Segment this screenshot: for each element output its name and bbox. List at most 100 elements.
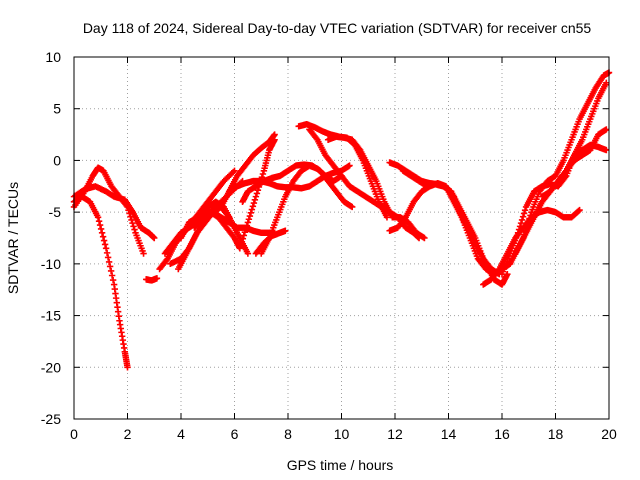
- data-point: [246, 212, 254, 220]
- data-point: [253, 190, 261, 197]
- data-point: [241, 228, 249, 236]
- data-point: [527, 212, 534, 219]
- series-track-22: [399, 167, 503, 278]
- data-point: [97, 225, 105, 233]
- data-point: [99, 233, 107, 240]
- x-tick-label: 4: [177, 426, 185, 442]
- data-point: [250, 199, 258, 207]
- data-point: [401, 215, 408, 222]
- data-point: [421, 234, 428, 242]
- data-point: [313, 135, 320, 142]
- chart-title: Day 118 of 2024, Sidereal Day-to-day VTE…: [83, 20, 592, 36]
- x-tick-label: 20: [601, 426, 617, 442]
- y-tick-label: -25: [41, 411, 61, 427]
- data-point: [249, 203, 257, 210]
- data-point: [519, 213, 527, 220]
- data-point: [94, 214, 102, 221]
- data-point: [107, 267, 115, 275]
- data-point: [124, 364, 131, 371]
- y-tick-label: 5: [53, 101, 61, 117]
- x-tick-label: 12: [387, 426, 403, 442]
- y-tick-label: -15: [41, 308, 61, 324]
- data-point: [247, 209, 255, 216]
- data-point: [244, 219, 252, 226]
- data-point: [243, 222, 251, 229]
- data-point: [514, 229, 522, 237]
- x-tick-label: 16: [494, 426, 510, 442]
- data-point: [244, 250, 252, 257]
- data-point: [495, 267, 502, 274]
- data-point: [105, 258, 113, 266]
- y-tick-label: 10: [45, 49, 61, 65]
- data-point: [525, 218, 532, 226]
- series-track-3: [70, 183, 158, 242]
- series-track-26: [512, 69, 613, 257]
- data-point: [163, 256, 170, 264]
- y-tick-label: -10: [41, 256, 61, 272]
- x-tick-label: 6: [231, 426, 239, 442]
- data-point: [129, 219, 136, 227]
- data-point: [603, 146, 610, 154]
- x-axis-label: GPS time / hours: [287, 457, 394, 473]
- data-point: [526, 215, 533, 222]
- series-track-2: [70, 164, 147, 257]
- data-point: [131, 226, 138, 233]
- y-tick-label: 0: [53, 152, 61, 168]
- x-tick-label: 0: [70, 426, 78, 442]
- data-point: [576, 206, 583, 214]
- x-tick-label: 14: [441, 426, 457, 442]
- data-point: [346, 162, 353, 169]
- data-point: [95, 217, 103, 225]
- data-point: [520, 234, 527, 242]
- data-point: [356, 145, 363, 152]
- data-point: [245, 216, 253, 223]
- ticks: [73, 56, 610, 420]
- tick-labels: 0 2 4 6 8 10 12 14 16 18 20 -25 -20 -15 -10 -5 0 5 10: [41, 49, 617, 442]
- data-point: [271, 131, 278, 138]
- data-point: [96, 221, 104, 229]
- data-point: [252, 193, 260, 200]
- series-track-1: [70, 193, 131, 371]
- data-point: [109, 276, 117, 284]
- data-point: [603, 126, 610, 133]
- x-tick-label: 10: [334, 426, 350, 442]
- data-point: [518, 216, 526, 224]
- data-point: [575, 207, 582, 215]
- series-track-4: [143, 275, 161, 284]
- data-point: [521, 231, 528, 238]
- data-point: [349, 203, 356, 211]
- series-track-12: [217, 131, 278, 211]
- data-point: [521, 207, 529, 214]
- y-tick-label: -5: [49, 204, 62, 220]
- series-track-19: [324, 133, 428, 242]
- series-track-16: [258, 162, 345, 257]
- data-point: [100, 237, 108, 244]
- y-tick-label: -20: [41, 359, 61, 375]
- data-point: [128, 216, 135, 224]
- data-point: [153, 275, 161, 282]
- data-point: [504, 271, 511, 278]
- data-point: [104, 254, 112, 261]
- data-point: [248, 206, 256, 213]
- data-point: [101, 241, 109, 248]
- data-point: [108, 272, 116, 279]
- data-point: [524, 221, 531, 229]
- data-point: [259, 170, 267, 178]
- data-point: [603, 79, 610, 87]
- data-point: [282, 227, 289, 234]
- data-point: [515, 226, 523, 233]
- x-tick-label: 18: [548, 426, 564, 442]
- data-point: [103, 249, 111, 257]
- data-point: [251, 196, 259, 204]
- data-point: [130, 223, 137, 230]
- x-tick-label: 2: [124, 426, 132, 442]
- data-point: [520, 210, 528, 217]
- series-track-27: [538, 126, 610, 200]
- data-point: [140, 250, 147, 257]
- data-point: [106, 263, 114, 270]
- data-point: [98, 229, 106, 237]
- series-track-10: [191, 136, 278, 252]
- data-point: [523, 225, 530, 232]
- y-axis-label: SDTVAR / TECUs: [5, 182, 21, 294]
- data-point: [517, 219, 525, 227]
